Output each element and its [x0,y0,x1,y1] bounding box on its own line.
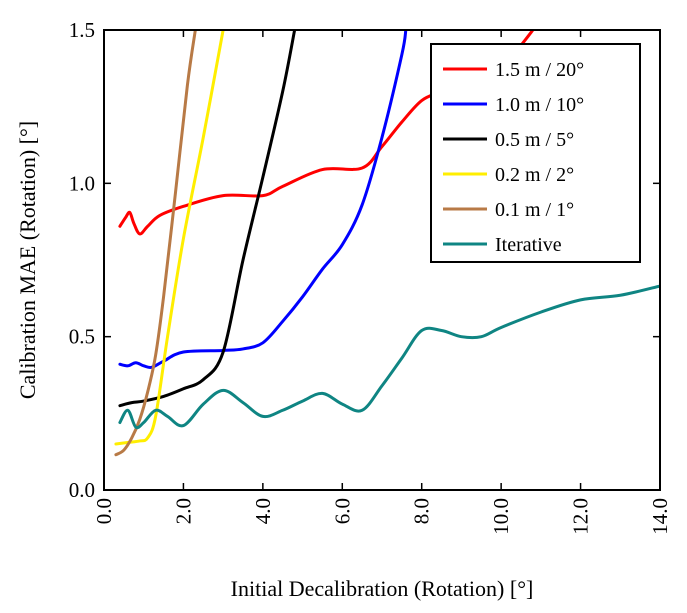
x-axis-label: Initial Decalibration (Rotation) [°] [231,576,534,601]
legend-label: 0.2 m / 2° [495,164,574,186]
x-tick-label: 14.0 [648,498,672,535]
plot-frame [103,29,661,491]
legend-label: 0.1 m / 1° [495,199,574,221]
legend-label: 1.0 m / 10° [495,94,584,116]
series-line-5 [114,30,197,457]
x-tick-label: 4.0 [251,498,275,524]
y-tick-label: 1.0 [69,171,95,195]
y-tick-label: 1.5 [69,18,95,42]
series-line-3 [118,30,297,408]
y-tick-label: 0.0 [69,478,95,502]
series-line-4 [114,30,225,446]
series-line-6 [118,284,660,430]
legend-box [430,43,641,263]
x-tick-label: 10.0 [489,498,513,535]
legend: 1.5 m / 20° 1.0 m / 10° 0.5 m / 5° 0.2 m / … [430,43,641,263]
ticks-layer: 0.0 2.0 4.0 6.0 8.0 10.0 12.0 14.0 0.0 0.5 1.0 1.5 [69,18,672,535]
y-tick-label: 0.5 [69,325,95,349]
x-tick-label: 2.0 [171,498,195,524]
series-line-2 [118,30,408,370]
x-tick-label: 6.0 [330,498,354,524]
legend-label: 1.5 m / 20° [495,59,584,81]
x-tick-label: 8.0 [410,498,434,524]
x-tick-label: 0.0 [92,498,116,524]
legend-label: 0.5 m / 5° [495,129,574,151]
x-tick-label: 12.0 [569,498,593,535]
y-axis-label: Calibration MAE (Rotation) [°] [15,121,40,399]
legend-label: Iterative [495,234,562,256]
